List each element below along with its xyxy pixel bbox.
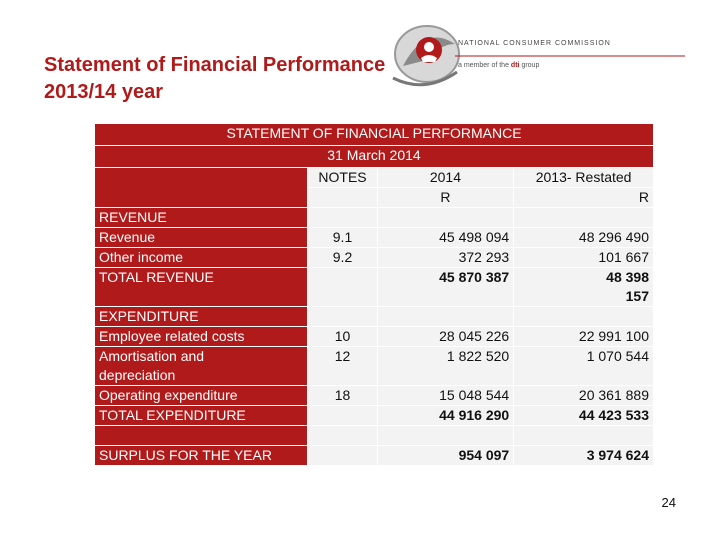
expenditure-heading: EXPENDITURE — [93, 306, 309, 327]
revenue-2013: 48 296 490 — [513, 227, 654, 248]
table-heading-row: STATEMENT OF FINANCIAL PERFORMANCE — [94, 123, 654, 146]
table-row: Other income 9.2 372 293 101 667 — [93, 247, 654, 268]
employee-note: 10 — [307, 326, 378, 347]
column-header-row: NOTES 2014 2013- Restated — [93, 167, 654, 208]
other-income-note: 9.2 — [307, 247, 378, 268]
table-row: REVENUE — [93, 207, 654, 228]
total-revenue-label: TOTAL REVENUE — [93, 267, 309, 307]
revenue-note: 9.1 — [307, 227, 378, 248]
employee-label: Employee related costs — [93, 326, 309, 347]
total-expenditure-2014: 44 916 290 — [376, 405, 515, 426]
total-expenditure-2013: 44 423 533 — [513, 405, 654, 426]
table-row: TOTAL EXPENDITURE 44 916 290 44 423 533 — [93, 405, 654, 426]
employee-2014: 28 045 226 — [376, 326, 515, 347]
table-heading: STATEMENT OF FINANCIAL PERFORMANCE — [94, 123, 654, 146]
logo-subtext: a member of the dti group — [458, 62, 540, 69]
revenue-heading: REVENUE — [93, 207, 309, 228]
table-row: Amortisation and depreciation 12 1 822 5… — [93, 346, 654, 386]
operating-2013: 20 361 889 — [513, 385, 654, 406]
amortisation-2013: 1 070 544 — [513, 346, 654, 386]
unit-2014: R — [376, 187, 515, 208]
table-row: Operating expenditure 18 15 048 544 20 3… — [93, 385, 654, 406]
table-row: TOTAL REVENUE 45 870 387 48 398 157 — [93, 267, 654, 307]
year-2013-header: 2013- Restated — [513, 167, 654, 188]
other-income-label: Other income — [93, 247, 309, 268]
year-2014-header: 2014 — [376, 167, 515, 188]
table-date: 31 March 2014 — [94, 145, 654, 168]
table-row — [93, 425, 654, 446]
logo-text: NATIONAL CONSUMER COMMISSION — [458, 40, 611, 47]
total-revenue-2014: 45 870 387 — [376, 267, 515, 307]
notes-header: NOTES — [307, 167, 378, 188]
amortisation-2014: 1 822 520 — [376, 346, 515, 386]
table-row: EXPENDITURE — [93, 306, 654, 327]
table-row: Employee related costs 10 28 045 226 22 … — [93, 326, 654, 347]
revenue-label: Revenue — [93, 227, 309, 248]
slide-title: Statement of Financial Performance 2013/… — [44, 52, 385, 106]
table-date-row: 31 March 2014 — [94, 145, 654, 168]
title-line-2: 2013/14 year — [44, 81, 164, 103]
page-number: 24 — [661, 495, 676, 510]
revenue-2014: 45 498 094 — [376, 227, 515, 248]
ncc-logo-icon — [392, 25, 685, 87]
total-revenue-2013: 48 398 157 — [513, 267, 654, 307]
title-line-1: Statement of Financial Performance — [44, 54, 386, 76]
dti-brand: dti — [510, 62, 520, 69]
unit-2013: R — [513, 187, 654, 208]
financial-performance-table: STATEMENT OF FINANCIAL PERFORMANCE 31 Ma… — [93, 123, 654, 466]
operating-label: Operating expenditure — [93, 385, 309, 406]
employee-2013: 22 991 100 — [513, 326, 654, 347]
surplus-2013: 3 974 624 — [513, 445, 654, 466]
table-row: SURPLUS FOR THE YEAR 954 097 3 974 624 — [93, 445, 654, 466]
unit-row: R R — [95, 187, 654, 208]
blank-label-cell — [93, 167, 309, 208]
amortisation-label: Amortisation and depreciation — [93, 346, 309, 386]
other-income-2014: 372 293 — [376, 247, 515, 268]
total-expenditure-label: TOTAL EXPENDITURE — [93, 405, 309, 426]
other-income-2013: 101 667 — [513, 247, 654, 268]
surplus-2014: 954 097 — [376, 445, 515, 466]
surplus-label: SURPLUS FOR THE YEAR — [93, 445, 309, 466]
table-row: Revenue 9.1 45 498 094 48 296 490 — [93, 227, 654, 248]
operating-2014: 15 048 544 — [376, 385, 515, 406]
amortisation-note: 12 — [307, 346, 378, 386]
operating-note: 18 — [307, 385, 378, 406]
